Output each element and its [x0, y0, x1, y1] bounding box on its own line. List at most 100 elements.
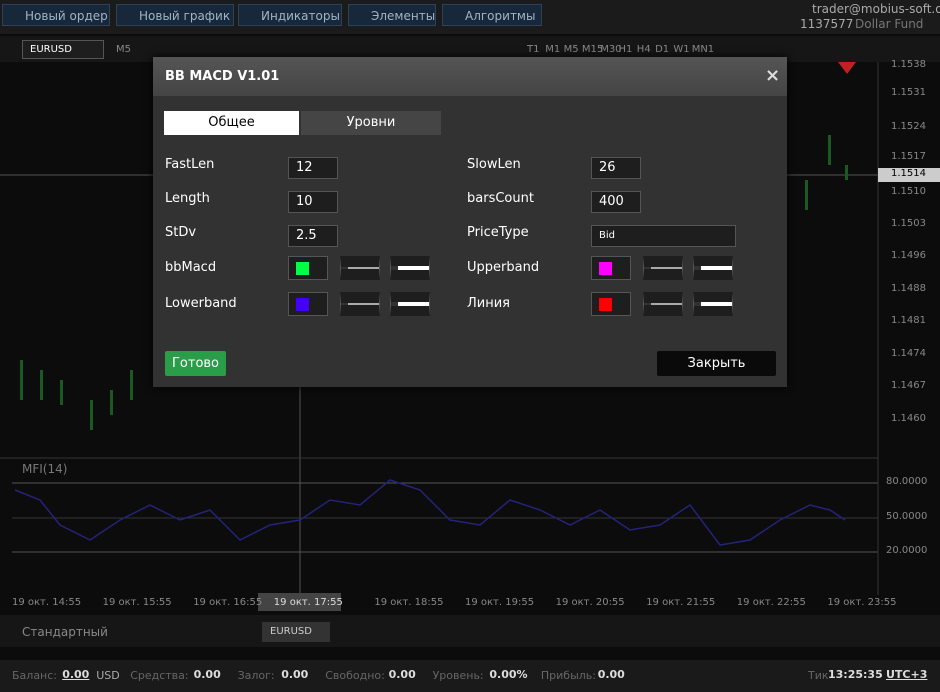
indicator-level: 20.0000: [886, 545, 928, 556]
field-label: Upperband: [467, 260, 540, 275]
price-label: 1.1538: [891, 59, 926, 70]
indicator-level: 50.0000: [886, 511, 928, 522]
indicator-level: 80.0000: [886, 476, 928, 487]
line-style-select[interactable]: [340, 256, 380, 280]
status-value: 0.00: [281, 668, 309, 681]
field-label: Length: [165, 191, 210, 206]
chart-tab[interactable]: EURUSD: [262, 622, 330, 642]
status-value: 0.00: [62, 668, 90, 681]
status-value: 0.00: [388, 668, 416, 681]
timeframe-button[interactable]: M30: [600, 44, 622, 55]
field-label: Lowerband: [165, 296, 237, 311]
price-label: 1.1517: [891, 151, 926, 162]
status-label: Уровень:: [432, 669, 484, 682]
close-icon[interactable]: ×: [765, 65, 781, 86]
field-label: SlowLen: [467, 157, 521, 172]
time-label: 19 окт. 21:55: [646, 597, 716, 608]
price-label: 1.1531: [891, 87, 926, 98]
color-swatch: [599, 262, 612, 275]
price-label: 1.1514: [891, 168, 926, 179]
cancel-button[interactable]: Закрыть: [657, 351, 776, 376]
time-label: 19 окт. 16:55: [193, 597, 263, 608]
time-label: 19 окт. 22:55: [736, 597, 806, 608]
dialog-header: [153, 57, 787, 96]
account-name: Dollar Fund: [855, 17, 924, 31]
clock: 13:25:35: [828, 668, 883, 681]
price-label: 1.1474: [891, 348, 926, 359]
toolbar-button[interactable]: Алгоритмы: [442, 4, 542, 26]
dialog: BB MACD V1.01 × Общее Уровни FastLen 12 Sl…: [153, 57, 787, 387]
timeframe-button[interactable]: M15: [581, 44, 604, 55]
line-width-select[interactable]: [390, 292, 430, 316]
timeframe: M5: [116, 44, 131, 55]
line-style-select[interactable]: [643, 292, 683, 316]
line-style-select[interactable]: [643, 256, 683, 280]
status-value: 0.00%: [489, 668, 528, 681]
time-label: 19 окт. 14:55: [12, 597, 82, 608]
number-input[interactable]: 2.5: [288, 225, 338, 247]
account-id: 1137577: [800, 17, 854, 31]
line-style-select[interactable]: [340, 292, 380, 316]
dialog-title: BB MACD V1.01: [165, 69, 280, 84]
color-picker[interactable]: [288, 292, 328, 316]
timeframe-button[interactable]: M5: [563, 44, 579, 55]
color-picker[interactable]: [591, 256, 631, 280]
time-label: 19 окт. 17:55: [273, 597, 343, 608]
timeframe-button[interactable]: H1: [618, 44, 633, 55]
status-label: Залог:: [237, 669, 275, 682]
timeframe-button[interactable]: H4: [636, 44, 651, 55]
time-label: 19 окт. 15:55: [102, 597, 172, 608]
timezone[interactable]: UTC+3: [886, 668, 928, 681]
toolbar-button[interactable]: Новый ордер: [2, 4, 110, 26]
status-label: Баланс:: [12, 669, 58, 682]
price-label: 1.1467: [891, 380, 926, 391]
price-label: 1.1496: [891, 250, 926, 261]
tab-active[interactable]: Общее: [164, 111, 299, 135]
ok-button[interactable]: Готово: [165, 351, 226, 376]
layout-select[interactable]: Стандартный: [22, 625, 108, 639]
tick-label: Тик: [808, 669, 829, 682]
status-label: Прибыль:: [540, 669, 596, 682]
toolbar-button[interactable]: Элементы: [348, 4, 436, 26]
status-unit: USD: [96, 669, 120, 682]
number-input[interactable]: 400: [591, 191, 641, 213]
symbol-select[interactable]: EURUSD: [22, 40, 104, 59]
color-swatch: [296, 262, 309, 275]
line-width-select[interactable]: [390, 256, 430, 280]
timeframe-button[interactable]: D1: [655, 44, 670, 55]
color-picker[interactable]: [591, 292, 631, 316]
account-email: trader@mobius-soft.org: [812, 2, 940, 16]
field-label: StDv: [165, 225, 197, 240]
timeframe-button[interactable]: MN1: [691, 44, 715, 55]
color-swatch: [599, 298, 612, 311]
color-swatch: [296, 298, 309, 311]
indicator-label: MFI(14): [22, 462, 68, 476]
line-width-select[interactable]: [693, 256, 733, 280]
toolbar-button[interactable]: Индикаторы: [238, 4, 342, 26]
status-value: 0.00: [597, 668, 625, 681]
select[interactable]: Bid: [591, 225, 736, 247]
number-input[interactable]: 10: [288, 191, 338, 213]
price-label: 1.1510: [891, 186, 926, 197]
number-input[interactable]: 12: [288, 157, 338, 179]
time-label: 19 окт. 20:55: [555, 597, 625, 608]
toolbar-button[interactable]: Новый график: [116, 4, 234, 26]
color-picker[interactable]: [288, 256, 328, 280]
field-label: bbMacd: [165, 260, 217, 275]
status-label: Свободно:: [325, 669, 385, 682]
time-label: 19 окт. 23:55: [827, 597, 897, 608]
timeframe-button[interactable]: T1: [527, 44, 540, 55]
price-label: 1.1524: [891, 121, 926, 132]
tab[interactable]: Уровни: [301, 111, 441, 135]
timeframe-button[interactable]: W1: [673, 44, 690, 55]
status-value: 0.00: [193, 668, 221, 681]
timeframe-button[interactable]: M1: [545, 44, 561, 55]
price-label: 1.1460: [891, 413, 926, 424]
number-input[interactable]: 26: [591, 157, 641, 179]
line-width-select[interactable]: [693, 292, 733, 316]
status-label: Средства:: [130, 669, 189, 682]
price-label: 1.1488: [891, 283, 926, 294]
field-label: PriceType: [467, 225, 529, 240]
